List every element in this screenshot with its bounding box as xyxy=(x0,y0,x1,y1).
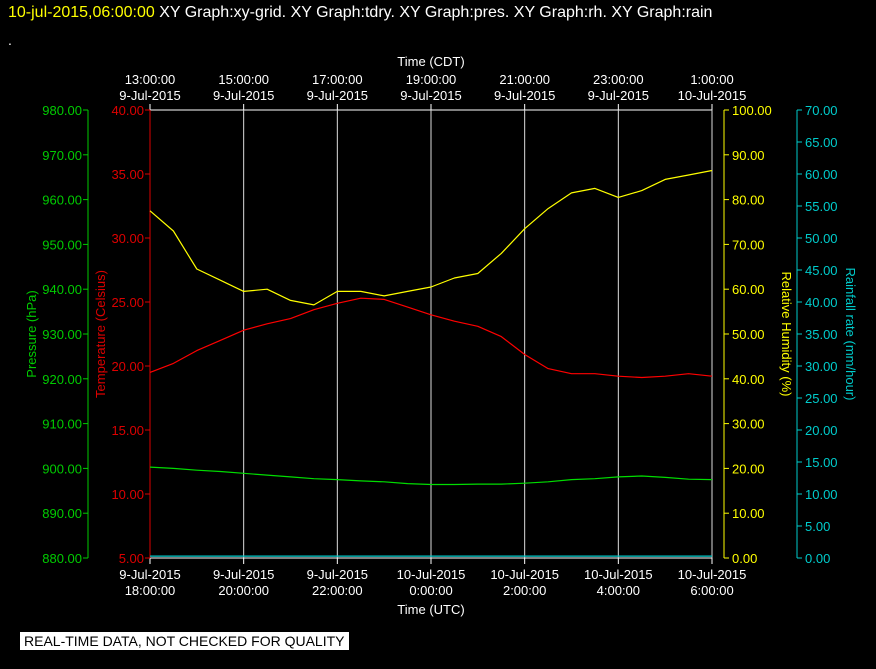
x-bottom-tick-date: 9-Jul-2015 xyxy=(307,567,368,582)
pressure-tick-label: 930.00 xyxy=(42,327,82,342)
rain-tick-label: 55.00 xyxy=(805,199,838,214)
timestamp: 10-jul-2015,06:00:00 xyxy=(8,4,155,21)
x-top-tick-date: 10-Jul-2015 xyxy=(678,88,747,103)
temperature-tick-label: 10.00 xyxy=(111,487,144,502)
rain-tick-label: 20.00 xyxy=(805,423,838,438)
humidity-tick-label: 70.00 xyxy=(732,237,765,252)
rain-tick-label: 5.00 xyxy=(805,519,830,534)
temperature-tick-label: 25.00 xyxy=(111,295,144,310)
rain-tick-label: 65.00 xyxy=(805,135,838,150)
rain-tick-label: 35.00 xyxy=(805,327,838,342)
rain-tick-label: 15.00 xyxy=(805,455,838,470)
graph-name-rh: XY Graph:rh. xyxy=(513,4,607,21)
humidity-tick-label: 90.00 xyxy=(732,148,765,163)
humidity-axis-title: Relative Humidity (%) xyxy=(779,272,794,397)
pressure-tick-label: 920.00 xyxy=(42,372,82,387)
header-dot: . xyxy=(8,32,12,48)
x-top-tick-time: 17:00:00 xyxy=(312,72,363,87)
humidity-tick-label: 100.00 xyxy=(732,103,772,118)
pressure-tick-label: 950.00 xyxy=(42,237,82,252)
temperature-tick-label: 35.00 xyxy=(111,167,144,182)
rain-tick-label: 50.00 xyxy=(805,231,838,246)
humidity-tick-label: 80.00 xyxy=(732,193,765,208)
humidity-tick-label: 10.00 xyxy=(732,506,765,521)
x-top-tick-time: 13:00:00 xyxy=(125,72,176,87)
rain-tick-label: 60.00 xyxy=(805,167,838,182)
pressure-tick-label: 890.00 xyxy=(42,506,82,521)
pressure-tick-label: 880.00 xyxy=(42,551,82,566)
pressure-tick-label: 910.00 xyxy=(42,417,82,432)
rain-tick-label: 25.00 xyxy=(805,391,838,406)
graph-name-rain: XY Graph:rain xyxy=(611,4,713,21)
humidity-tick-label: 0.00 xyxy=(732,551,757,566)
x-top-tick-date: 9-Jul-2015 xyxy=(119,88,180,103)
temperature-axis-title: Temperature (Celsius) xyxy=(93,270,108,398)
pressure-axis-title: Pressure (hPa) xyxy=(24,290,39,377)
quality-notice: REAL-TIME DATA, NOT CHECKED FOR QUALITY xyxy=(20,632,350,650)
x-bottom-axis-label: Time (UTC) xyxy=(397,602,464,617)
humidity-tick-label: 60.00 xyxy=(732,282,765,297)
temperature-tick-label: 15.00 xyxy=(111,423,144,438)
x-bottom-tick-time: 18:00:00 xyxy=(125,583,176,598)
x-top-tick-time: 1:00:00 xyxy=(690,72,733,87)
x-bottom-tick-date: 10-Jul-2015 xyxy=(678,567,747,582)
temperature-tick-label: 20.00 xyxy=(111,359,144,374)
series-line-temperature xyxy=(149,297,713,379)
temperature-tick-label: 40.00 xyxy=(111,103,144,118)
pressure-tick-label: 970.00 xyxy=(42,148,82,163)
graph-name-xy-grid: XY Graph:xy-grid. xyxy=(159,4,287,21)
x-top-tick-time: 19:00:00 xyxy=(406,72,457,87)
x-bottom-tick-date: 9-Jul-2015 xyxy=(119,567,180,582)
rain-tick-label: 10.00 xyxy=(805,487,838,502)
x-bottom-tick-date: 10-Jul-2015 xyxy=(584,567,653,582)
x-top-tick-date: 9-Jul-2015 xyxy=(213,88,274,103)
pressure-tick-label: 980.00 xyxy=(42,103,82,118)
rain-axis-title: Rainfall rate (mm/hour) xyxy=(843,268,858,401)
x-bottom-tick-time: 20:00:00 xyxy=(218,583,269,598)
x-top-axis-label: Time (CDT) xyxy=(397,54,464,69)
x-bottom-tick-time: 6:00:00 xyxy=(690,583,733,598)
graph-header: 10-jul-2015,06:00:00 XY Graph:xy-grid. X… xyxy=(8,4,712,22)
x-top-tick-date: 9-Jul-2015 xyxy=(400,88,461,103)
x-top-tick-date: 9-Jul-2015 xyxy=(588,88,649,103)
x-bottom-tick-time: 0:00:00 xyxy=(409,583,452,598)
temperature-tick-label: 30.00 xyxy=(111,231,144,246)
series-line-humidity xyxy=(149,169,713,306)
humidity-tick-label: 40.00 xyxy=(732,372,765,387)
graph-name-pres: XY Graph:pres. xyxy=(399,4,510,21)
x-top-tick-time: 21:00:00 xyxy=(499,72,550,87)
pressure-tick-label: 960.00 xyxy=(42,193,82,208)
temperature-tick-label: 5.00 xyxy=(119,551,144,566)
x-top-tick-date: 9-Jul-2015 xyxy=(494,88,555,103)
x-top-tick-time: 23:00:00 xyxy=(593,72,644,87)
x-bottom-tick-date: 9-Jul-2015 xyxy=(213,567,274,582)
rain-tick-label: 0.00 xyxy=(805,551,830,566)
x-top-tick-date: 9-Jul-2015 xyxy=(307,88,368,103)
rain-tick-label: 40.00 xyxy=(805,295,838,310)
rain-tick-label: 70.00 xyxy=(805,103,838,118)
x-bottom-tick-date: 10-Jul-2015 xyxy=(490,567,559,582)
humidity-tick-label: 30.00 xyxy=(732,417,765,432)
humidity-tick-label: 50.00 xyxy=(732,327,765,342)
x-bottom-tick-time: 22:00:00 xyxy=(312,583,363,598)
humidity-tick-label: 20.00 xyxy=(732,461,765,476)
rain-tick-label: 45.00 xyxy=(805,263,838,278)
pressure-tick-label: 940.00 xyxy=(42,282,82,297)
x-bottom-tick-time: 2:00:00 xyxy=(503,583,546,598)
pressure-tick-label: 900.00 xyxy=(42,461,82,476)
rain-tick-label: 30.00 xyxy=(805,359,838,374)
x-top-tick-time: 15:00:00 xyxy=(218,72,269,87)
graph-name-tdry: XY Graph:tdry. xyxy=(290,4,395,21)
x-bottom-tick-date: 10-Jul-2015 xyxy=(397,567,466,582)
x-bottom-tick-time: 4:00:00 xyxy=(597,583,640,598)
series-line-pressure xyxy=(149,466,713,486)
